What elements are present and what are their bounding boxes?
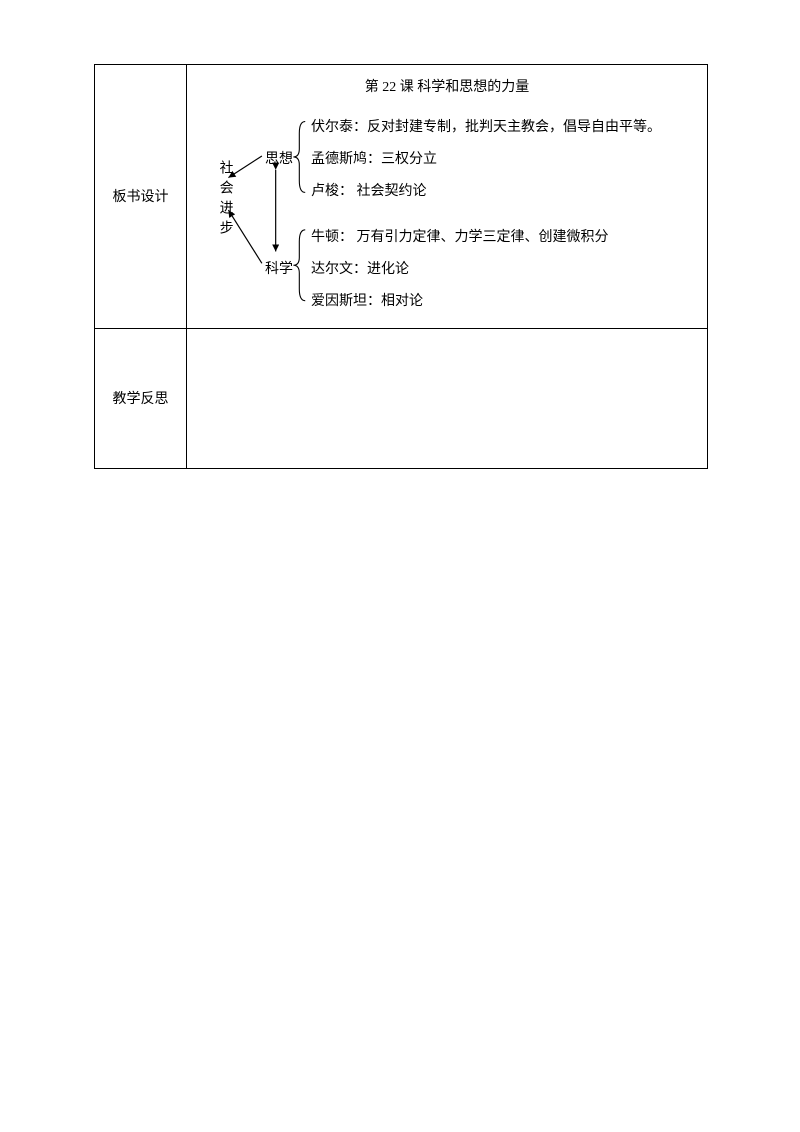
teaching-reflection-label: 教学反思 <box>95 328 187 468</box>
root-node: 社会进步 <box>211 160 238 240</box>
board-design-label: 板书设计 <box>95 65 187 329</box>
branch-science-label: 科学 <box>265 257 293 284</box>
lesson-title: 第 22 课 科学和思想的力量 <box>191 71 703 112</box>
concept-diagram: 社会进步 思想 科学 伏尔泰：反对封建专制，批判天主教会，倡导自由平等。 孟德斯… <box>191 112 703 322</box>
thought-item-3: 卢梭： 社会契约论 <box>311 179 427 206</box>
thought-item-2: 孟德斯鸠：三权分立 <box>311 147 437 174</box>
label-text: 板书设计 <box>113 190 169 205</box>
lesson-plan-table: 板书设计 第 22 课 科学和思想的力量 <box>94 64 708 469</box>
science-item-1: 牛顿： 万有引力定律、力学三定律、创建微积分 <box>311 225 609 252</box>
board-design-content: 第 22 课 科学和思想的力量 <box>187 65 708 329</box>
science-item-3: 爱因斯坦：相对论 <box>311 289 423 316</box>
diagram-svg <box>191 112 703 322</box>
science-item-2: 达尔文：进化论 <box>311 257 409 284</box>
thought-item-1: 伏尔泰：反对封建专制，批判天主教会，倡导自由平等。 <box>311 115 661 142</box>
teaching-reflection-content <box>187 328 708 468</box>
label-text: 教学反思 <box>113 392 169 407</box>
branch-thought-label: 思想 <box>265 147 293 174</box>
